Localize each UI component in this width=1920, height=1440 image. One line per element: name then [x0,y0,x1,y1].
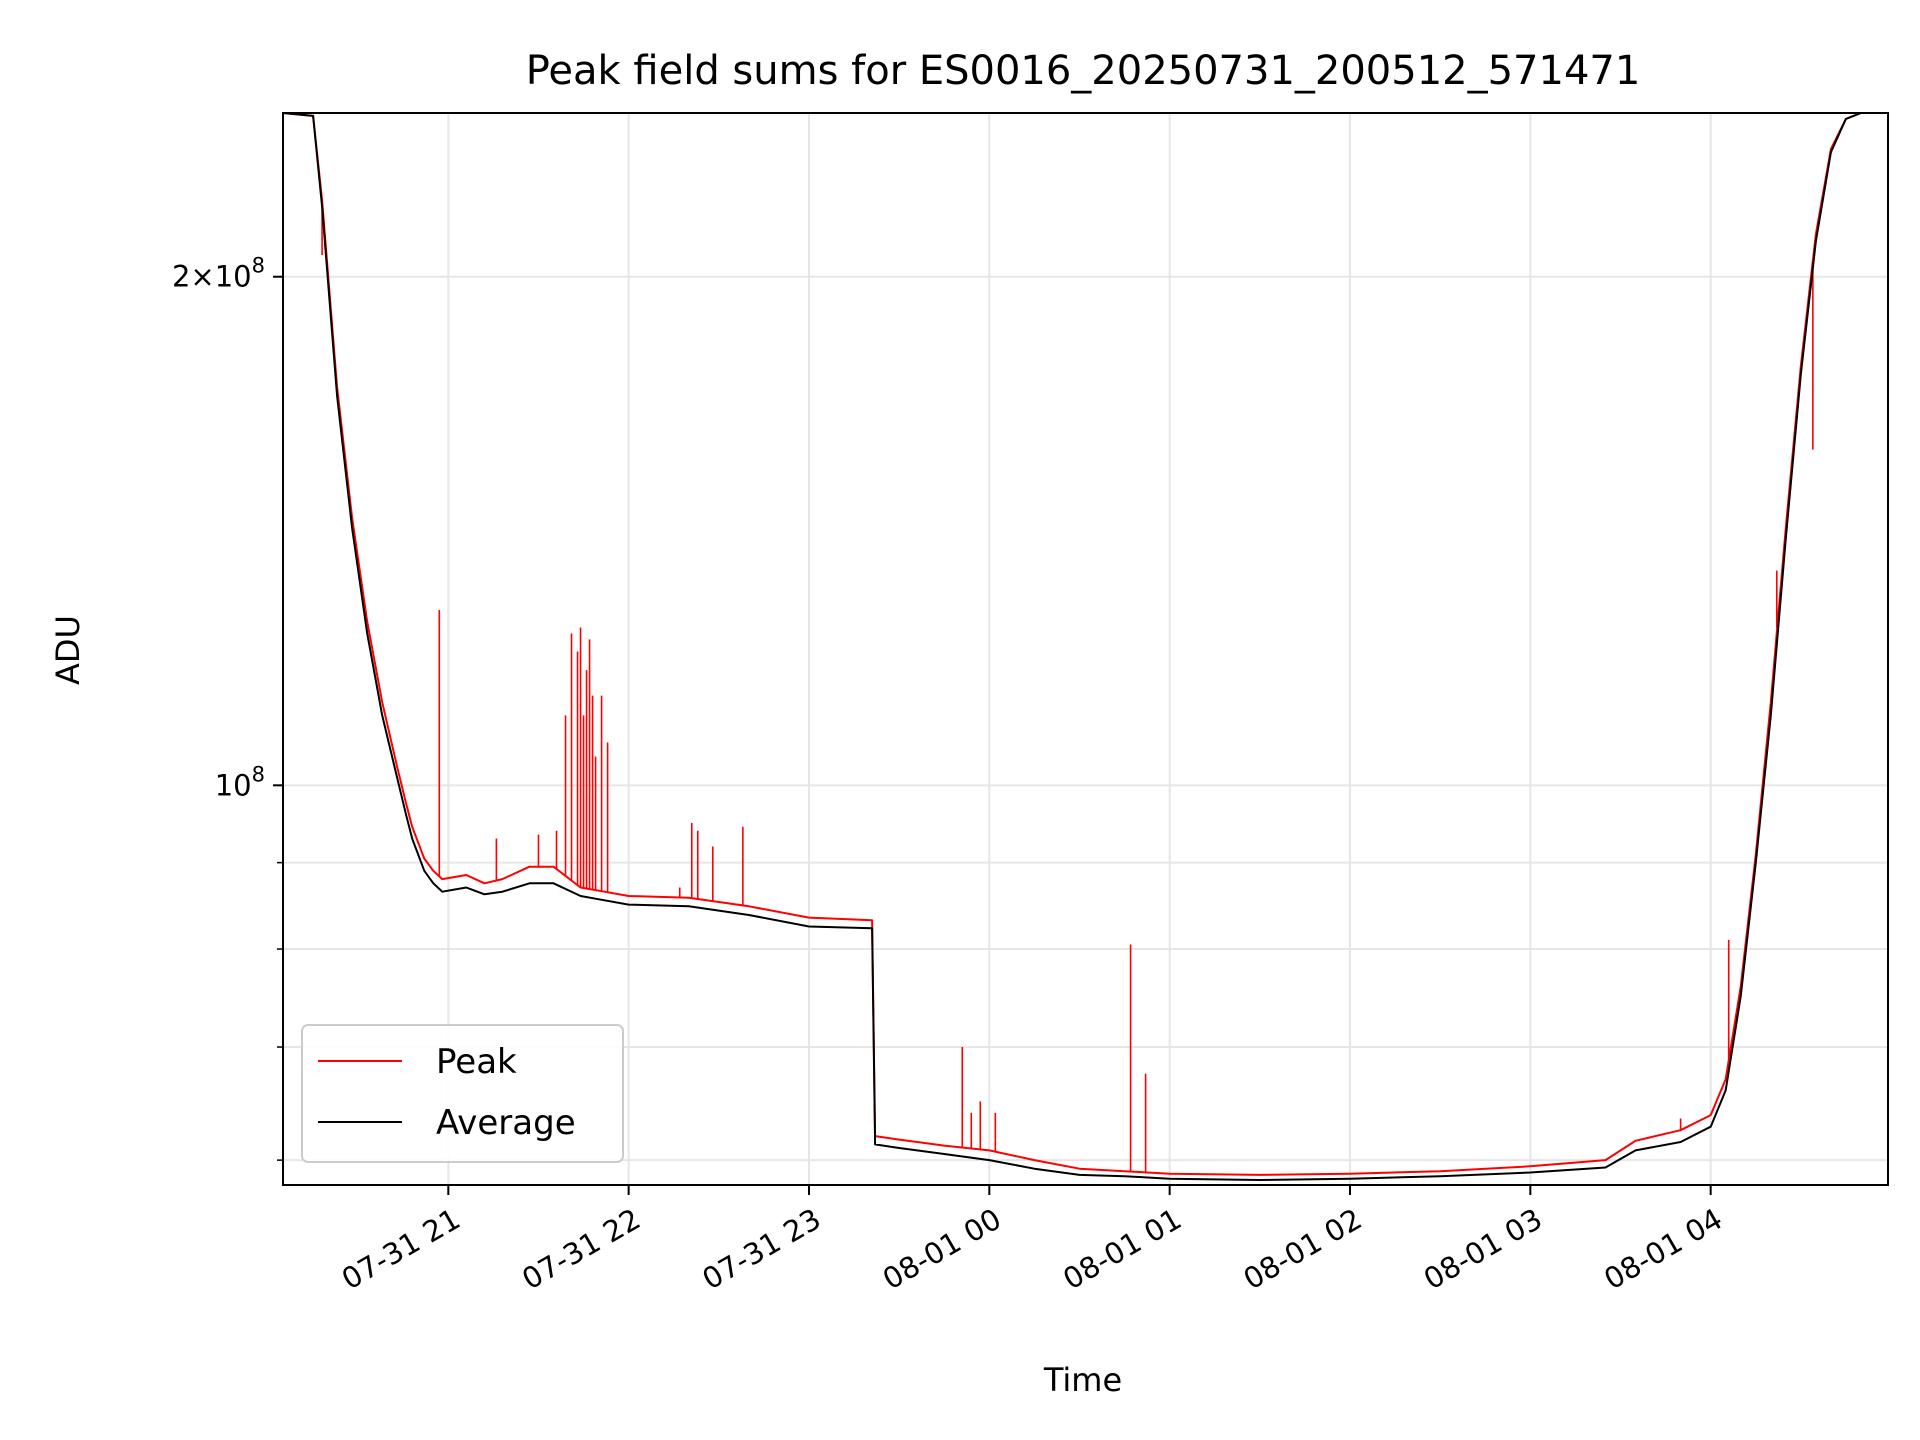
average-series-line [282,112,1888,1181]
legend: Peak Average [301,1024,624,1163]
legend-box [301,1024,624,1163]
grid-lines [283,113,1888,1185]
y-axis-ticks: 108 2×108 [172,254,283,1161]
y-tick-label: 108 [215,762,265,802]
plot-series [282,112,1888,1181]
chart-title: Peak field sums for ES0016_20250731_2005… [526,48,1641,94]
plot-frame [282,112,1889,1186]
x-axis-title: Time [1043,1361,1122,1399]
y-axis-title: ADU [49,615,87,685]
legend-label-average: Average [436,1103,576,1143]
y-tick-label: 2×108 [172,254,265,294]
legend-label-peak: Peak [436,1042,517,1082]
